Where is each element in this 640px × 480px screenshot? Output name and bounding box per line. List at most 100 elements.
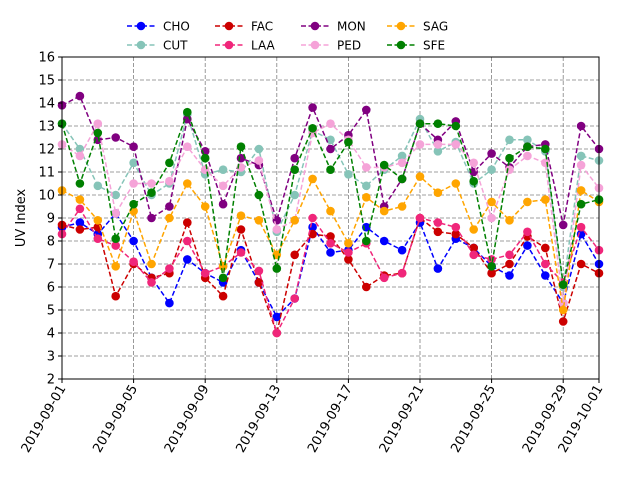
y-tick-label: 11 bbox=[38, 166, 55, 181]
data-point-sag bbox=[451, 179, 461, 188]
data-point-cho bbox=[165, 298, 174, 308]
data-point-ped bbox=[75, 151, 85, 161]
y-tick-label: 13 bbox=[38, 120, 55, 135]
data-point-sag bbox=[200, 202, 210, 211]
data-point-sag bbox=[523, 197, 532, 207]
data-point-cut bbox=[254, 144, 264, 154]
x-tick-label: 2019-09-09 bbox=[162, 383, 213, 456]
data-point-laa bbox=[308, 213, 317, 223]
data-point-mon bbox=[362, 105, 371, 115]
data-point-fac bbox=[558, 317, 568, 326]
data-point-sfe bbox=[218, 273, 228, 283]
grid bbox=[61, 56, 600, 380]
data-point-ped bbox=[397, 158, 407, 168]
y-tick-label: 12 bbox=[38, 143, 55, 158]
data-point-fac bbox=[308, 229, 317, 239]
data-point-fac bbox=[433, 227, 443, 237]
data-point-cut bbox=[576, 151, 586, 161]
data-point-cut bbox=[397, 151, 407, 161]
data-point-sag bbox=[93, 216, 103, 225]
data-point-sfe bbox=[308, 124, 317, 133]
data-point-mon bbox=[129, 142, 138, 151]
data-point-sag bbox=[326, 206, 335, 216]
legend-label: MON bbox=[337, 20, 366, 34]
series-laa bbox=[57, 204, 604, 338]
data-point-cut bbox=[344, 170, 353, 179]
data-point-fac bbox=[541, 243, 550, 253]
data-point-sfe bbox=[326, 165, 335, 174]
data-point-laa bbox=[523, 227, 532, 237]
y-tick-label: 2 bbox=[47, 373, 55, 388]
data-point-laa bbox=[111, 241, 120, 250]
data-point-fac bbox=[183, 218, 192, 227]
data-point-sfe bbox=[415, 119, 425, 128]
data-point-sfe bbox=[576, 199, 586, 209]
data-point-sfe bbox=[487, 262, 496, 271]
series-sag bbox=[57, 172, 604, 315]
data-point-ped bbox=[415, 140, 425, 149]
data-point-sfe bbox=[505, 153, 514, 163]
data-point-sag bbox=[487, 197, 496, 207]
data-point-fac bbox=[576, 259, 586, 269]
data-point-fac bbox=[254, 278, 264, 287]
y-tick-label: 9 bbox=[47, 212, 55, 227]
data-point-sfe bbox=[129, 199, 138, 209]
x-tick-label: 2019-09-13 bbox=[233, 383, 284, 456]
data-point-fac bbox=[111, 291, 120, 301]
legend-item-ped: PED bbox=[301, 39, 361, 53]
data-point-sfe bbox=[272, 264, 282, 273]
data-point-cho bbox=[75, 218, 85, 227]
data-point-laa bbox=[397, 268, 407, 278]
series-lines bbox=[57, 91, 604, 338]
data-point-mon bbox=[290, 153, 300, 163]
data-point-cut bbox=[487, 165, 496, 174]
legend-item-sfe: SFE bbox=[387, 39, 445, 53]
y-tick-label: 3 bbox=[47, 350, 55, 365]
data-point-ped bbox=[200, 165, 210, 174]
data-point-sfe bbox=[93, 128, 103, 138]
y-tick-label: 5 bbox=[47, 304, 55, 319]
data-point-mon bbox=[308, 103, 317, 112]
data-point-sag bbox=[183, 179, 192, 188]
y-axis-label: UV Index bbox=[14, 189, 29, 248]
data-point-cho bbox=[272, 312, 282, 322]
legend-marker bbox=[224, 40, 234, 50]
data-point-cho bbox=[183, 255, 192, 264]
legend-item-mon: MON bbox=[301, 20, 366, 34]
data-point-laa bbox=[326, 239, 335, 248]
data-point-laa bbox=[236, 248, 246, 257]
data-point-cho bbox=[541, 271, 550, 280]
x-axis-ticks: 2019-09-01 2019-09-05 2019-09-09 2019-09-13… bbox=[19, 379, 606, 456]
data-point-sfe bbox=[541, 144, 550, 154]
data-point-ped bbox=[523, 151, 532, 161]
data-point-ped bbox=[362, 163, 371, 172]
data-point-sag bbox=[379, 206, 389, 216]
y-tick-label: 15 bbox=[38, 74, 55, 89]
data-point-laa bbox=[183, 236, 192, 246]
data-point-ped bbox=[451, 140, 461, 149]
data-point-fac bbox=[344, 255, 353, 264]
data-point-mon bbox=[558, 220, 568, 230]
data-point-laa bbox=[200, 268, 210, 278]
series-sfe bbox=[57, 107, 604, 290]
legend-label: FAC bbox=[251, 20, 273, 34]
data-point-sfe bbox=[523, 142, 532, 151]
data-point-fac bbox=[290, 250, 300, 260]
x-tick-label: 2019-09-25 bbox=[448, 383, 499, 456]
data-point-cut bbox=[93, 181, 103, 191]
data-point-laa bbox=[576, 222, 586, 232]
data-point-sfe bbox=[165, 158, 174, 168]
data-point-fac bbox=[469, 243, 479, 253]
series-line-cho bbox=[61, 212, 600, 319]
y-tick-label: 8 bbox=[47, 235, 55, 250]
legend-marker bbox=[396, 21, 406, 31]
data-point-sag bbox=[469, 225, 479, 234]
data-point-cut bbox=[290, 190, 300, 200]
data-point-laa bbox=[75, 204, 85, 214]
data-point-sfe bbox=[433, 119, 443, 128]
data-point-laa bbox=[451, 222, 461, 232]
data-point-ped bbox=[272, 225, 282, 234]
data-point-sag bbox=[218, 262, 228, 271]
data-point-sfe bbox=[236, 142, 246, 151]
